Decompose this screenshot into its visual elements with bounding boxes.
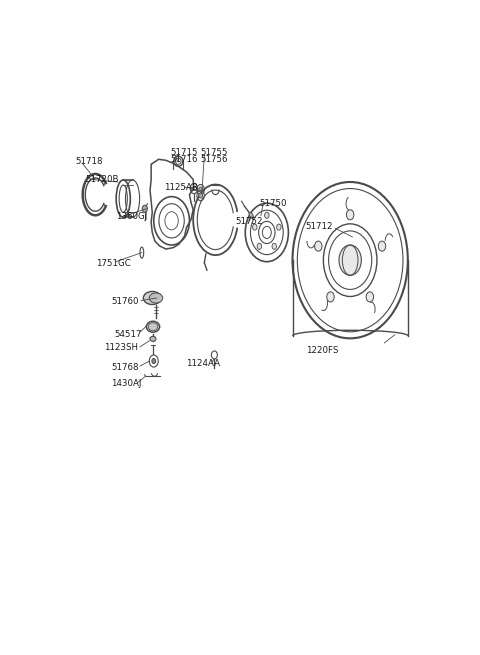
Circle shape — [327, 292, 334, 302]
Ellipse shape — [146, 321, 160, 332]
Text: 51712: 51712 — [305, 223, 333, 231]
Text: 51752: 51752 — [236, 217, 263, 226]
Ellipse shape — [149, 293, 163, 303]
Text: 1220FS: 1220FS — [305, 346, 338, 356]
Text: 51755: 51755 — [201, 148, 228, 157]
Text: 1124AA: 1124AA — [186, 358, 220, 367]
Text: 1751GC: 1751GC — [96, 259, 131, 268]
Circle shape — [264, 212, 269, 218]
Circle shape — [378, 241, 386, 251]
Circle shape — [252, 224, 257, 230]
Text: 1360GJ: 1360GJ — [116, 212, 147, 221]
Ellipse shape — [249, 212, 253, 218]
Circle shape — [152, 358, 156, 364]
Circle shape — [314, 241, 322, 251]
Text: 54517: 54517 — [114, 330, 142, 339]
Circle shape — [276, 224, 281, 230]
Ellipse shape — [150, 336, 156, 341]
Ellipse shape — [144, 291, 161, 305]
Text: 51715: 51715 — [171, 148, 198, 157]
Circle shape — [199, 193, 203, 198]
Circle shape — [142, 205, 147, 212]
Circle shape — [272, 243, 276, 250]
Text: 51760: 51760 — [111, 297, 139, 306]
Circle shape — [199, 187, 203, 192]
Text: 1430AJ: 1430AJ — [111, 379, 142, 388]
Circle shape — [257, 243, 262, 250]
Circle shape — [339, 245, 361, 275]
Circle shape — [366, 292, 373, 302]
Text: 51716: 51716 — [171, 155, 198, 164]
Text: 51750: 51750 — [259, 198, 287, 208]
Text: 1123SH: 1123SH — [104, 343, 138, 352]
Text: 51720B: 51720B — [85, 175, 119, 184]
Text: 51718: 51718 — [76, 157, 103, 166]
Text: 51768: 51768 — [111, 363, 139, 371]
Circle shape — [347, 210, 354, 220]
Text: 51756: 51756 — [201, 155, 228, 164]
Text: 1125AB: 1125AB — [164, 183, 198, 192]
